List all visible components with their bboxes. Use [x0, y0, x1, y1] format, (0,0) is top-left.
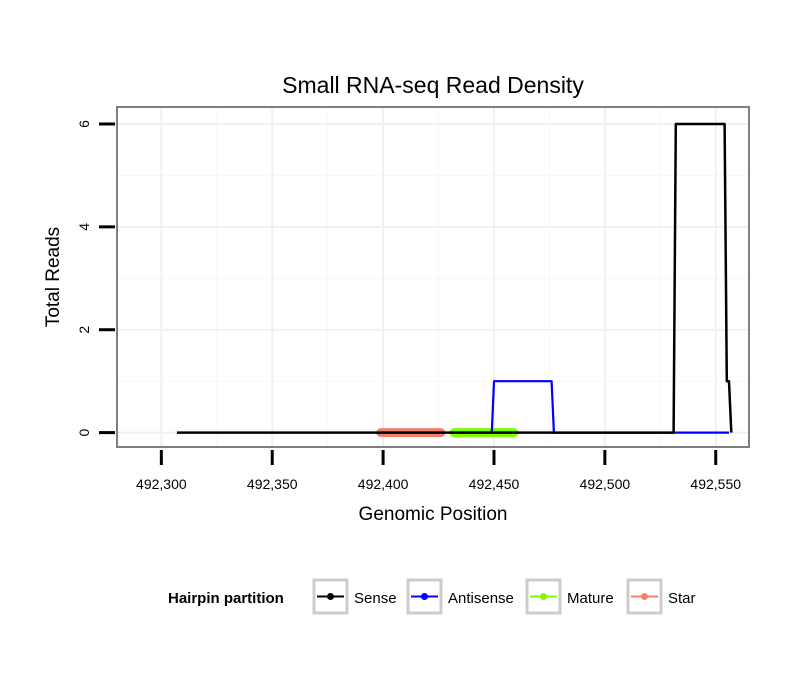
- x-axis: 492,300 492,350 492,400 492,450 492,500 492,5…: [136, 450, 741, 492]
- y-tick-label: 4: [76, 223, 92, 231]
- legend-title: Hairpin partition: [168, 590, 284, 607]
- legend-label-star: Star: [668, 590, 696, 607]
- x-tick-label: 492,450: [469, 476, 520, 492]
- x-tick-label: 492,550: [690, 476, 741, 492]
- grid-layer: [117, 107, 749, 447]
- legend: Hairpin partition Sense Antisense Mature St…: [168, 578, 696, 615]
- plot-border: [116, 106, 750, 448]
- legend-label-sense: Sense: [354, 590, 397, 607]
- legend-label-mature: Mature: [567, 590, 614, 607]
- x-tick-label: 492,350: [247, 476, 298, 492]
- y-tick-label: 2: [76, 326, 92, 334]
- x-tick-label: 492,300: [136, 476, 187, 492]
- x-tick-label: 492,500: [580, 476, 631, 492]
- series-layer: [176, 122, 733, 438]
- y-tick-label: 6: [76, 120, 92, 128]
- legend-label-antisense: Antisense: [448, 590, 514, 607]
- legend-key-dot: [327, 593, 334, 600]
- y-tick-label: 0: [76, 428, 92, 436]
- y-axis: 0 2 4 6: [76, 120, 115, 436]
- plot-panel: [117, 107, 749, 447]
- y-axis-title: Total Reads: [43, 227, 64, 327]
- x-tick-label: 492,400: [358, 476, 409, 492]
- chart-title: Small RNA-seq Read Density: [282, 72, 584, 98]
- legend-key-dot: [641, 593, 648, 600]
- legend-key-dot: [421, 593, 428, 600]
- series-sense-line: [176, 122, 733, 434]
- x-axis-title: Genomic Position: [359, 504, 508, 525]
- legend-key-dot: [540, 593, 547, 600]
